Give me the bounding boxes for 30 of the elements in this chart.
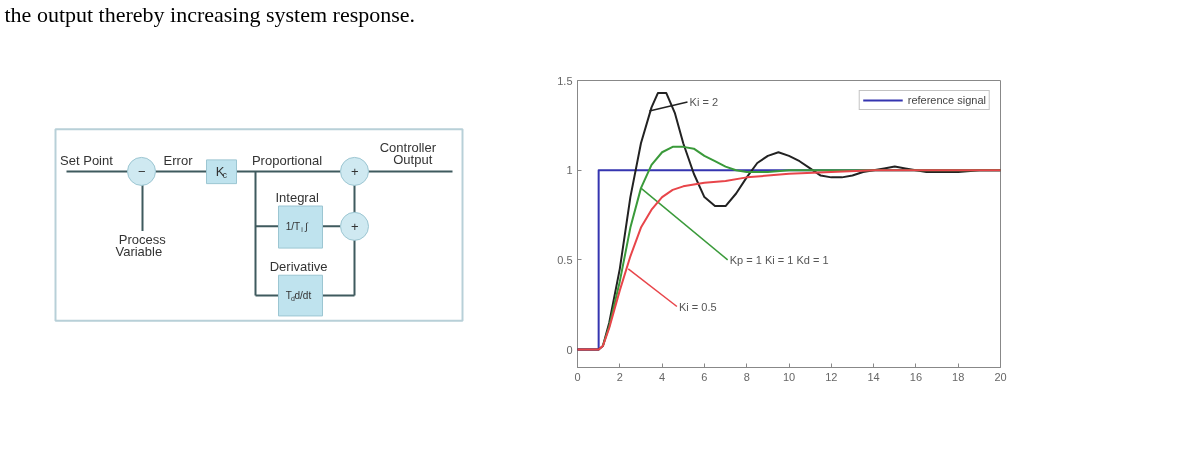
text: the output thereby increasing system response. <box>4 2 416 27</box>
x-tick-label: 12 <box>825 370 838 383</box>
text: Derivative <box>269 258 328 274</box>
text: + <box>351 218 359 234</box>
y-tick-label: 1 <box>566 164 573 177</box>
y-tick-label: 0.5 <box>557 253 573 266</box>
x-tick-label: 16 <box>909 370 923 383</box>
x-tick-label: 0 <box>574 370 581 383</box>
text: − <box>138 163 146 179</box>
text: Error <box>163 153 194 169</box>
y-tick-label: 0 <box>566 343 573 356</box>
annotation: Ki = 0.5 <box>679 300 717 313</box>
x-tick-label: 14 <box>867 370 880 383</box>
text: Integral <box>275 189 319 205</box>
text: Process Variable <box>115 231 167 259</box>
annotation: Kp = 1 Ki = 1 Kd = 1 <box>729 253 829 266</box>
x-tick-label: 6 <box>701 370 708 383</box>
x-tick-label: 18 <box>952 370 965 383</box>
annotation: Ki = 2 <box>689 96 719 109</box>
text: Controller Output <box>379 140 437 168</box>
text: Set Point <box>60 153 114 169</box>
x-tick-label: 20 <box>994 370 1007 383</box>
text: Proportional <box>251 153 323 169</box>
x-tick-label: 2 <box>616 370 623 383</box>
y-tick-label: 1.5 <box>557 74 573 87</box>
x-tick-label: 4 <box>659 370 666 383</box>
x-tick-label: 10 <box>782 370 796 383</box>
text: + <box>351 163 359 179</box>
legend-label: reference signal <box>907 94 986 106</box>
x-tick-label: 8 <box>743 370 750 383</box>
